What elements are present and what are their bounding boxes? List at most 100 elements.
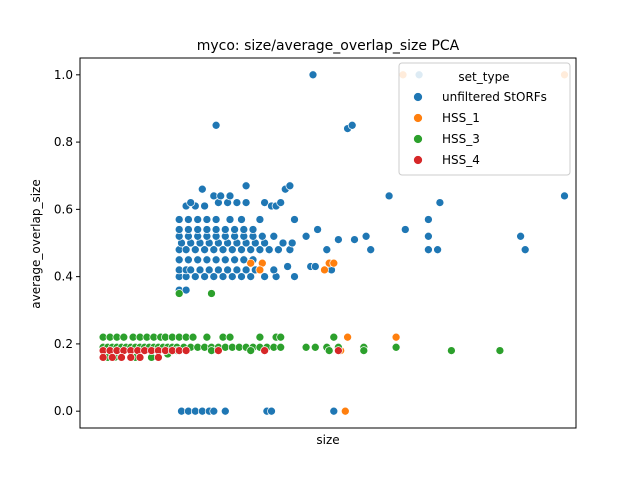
data-point <box>230 225 239 234</box>
data-point <box>308 70 318 80</box>
data-point <box>260 198 269 207</box>
data-point <box>239 255 249 265</box>
legend-label: HSS_3 <box>442 132 480 146</box>
data-points <box>98 70 569 416</box>
data-point <box>188 332 198 342</box>
legend-box <box>398 62 571 176</box>
x-axis-label: size <box>316 433 339 447</box>
data-point <box>283 262 292 271</box>
data-point <box>220 406 230 416</box>
data-point <box>310 262 320 271</box>
data-point <box>117 353 126 362</box>
data-point <box>447 346 456 355</box>
y-axis-label: average_overlap_size <box>29 179 43 308</box>
data-point <box>195 265 205 275</box>
data-point <box>361 231 371 241</box>
data-point <box>218 272 228 281</box>
legend-marker <box>413 134 423 144</box>
data-point <box>255 332 265 342</box>
data-point <box>350 235 359 244</box>
data-point <box>200 245 209 255</box>
data-point <box>248 225 258 234</box>
data-point <box>424 215 433 224</box>
data-point <box>225 191 235 201</box>
data-point <box>223 265 232 275</box>
data-point <box>225 332 235 342</box>
data-point <box>211 215 221 224</box>
data-point <box>200 272 209 281</box>
data-point <box>359 346 369 355</box>
data-point <box>193 215 203 224</box>
data-point <box>255 265 265 275</box>
data-point <box>214 346 223 355</box>
data-point <box>269 231 279 241</box>
data-point <box>202 215 212 224</box>
data-point <box>329 406 339 416</box>
legend-title: set_type <box>458 70 509 84</box>
series-0 <box>174 70 569 416</box>
data-point <box>209 245 219 255</box>
data-point <box>520 245 530 255</box>
data-point <box>322 245 332 255</box>
data-point <box>209 406 219 416</box>
data-point <box>246 258 256 268</box>
data-point <box>391 332 401 342</box>
data-point <box>202 225 212 234</box>
data-point <box>232 198 242 207</box>
data-point <box>220 255 230 265</box>
data-point <box>260 346 269 355</box>
y-tick-label: 0.0 <box>54 404 73 418</box>
data-point <box>340 406 350 416</box>
data-point <box>211 120 221 130</box>
data-point <box>184 225 193 234</box>
data-point <box>347 120 357 130</box>
data-point <box>424 231 433 241</box>
data-point <box>211 225 221 234</box>
data-point <box>334 235 343 244</box>
y-tick-label: 0.8 <box>54 135 73 149</box>
data-point <box>516 231 525 241</box>
data-point <box>197 184 207 194</box>
data-point <box>329 332 339 342</box>
data-point <box>274 245 283 255</box>
data-point <box>174 289 184 298</box>
data-point <box>237 272 246 281</box>
data-point <box>313 225 322 234</box>
legend-label: HSS_4 <box>442 153 480 167</box>
data-point <box>334 346 343 355</box>
y-tick-label: 0.2 <box>54 337 73 351</box>
data-point <box>237 245 246 255</box>
data-point <box>227 245 237 255</box>
data-point <box>241 181 251 191</box>
data-point <box>241 198 251 207</box>
data-point <box>204 265 214 275</box>
data-point <box>186 198 196 207</box>
data-point <box>209 272 219 281</box>
data-point <box>193 225 203 234</box>
data-point <box>202 332 212 342</box>
data-point <box>495 346 505 355</box>
data-point <box>257 231 267 241</box>
y-tick-label: 0.6 <box>54 202 73 216</box>
data-point <box>186 265 196 275</box>
data-point <box>218 245 228 255</box>
data-point <box>324 346 334 355</box>
data-point <box>269 265 279 275</box>
data-point <box>290 215 299 224</box>
data-point <box>255 245 265 255</box>
data-point <box>184 255 193 265</box>
chart-title: myco: size/average_overlap_size PCA <box>197 38 460 54</box>
data-point <box>216 191 226 201</box>
data-point <box>255 215 265 224</box>
data-point <box>181 285 191 295</box>
data-point <box>174 255 184 265</box>
legend-label: HSS_1 <box>442 111 480 125</box>
data-point <box>174 225 184 234</box>
data-point <box>214 265 223 275</box>
data-point <box>285 181 295 191</box>
data-point <box>400 225 410 234</box>
data-point <box>227 272 237 281</box>
plot-frame <box>79 57 577 429</box>
data-point <box>276 332 286 342</box>
